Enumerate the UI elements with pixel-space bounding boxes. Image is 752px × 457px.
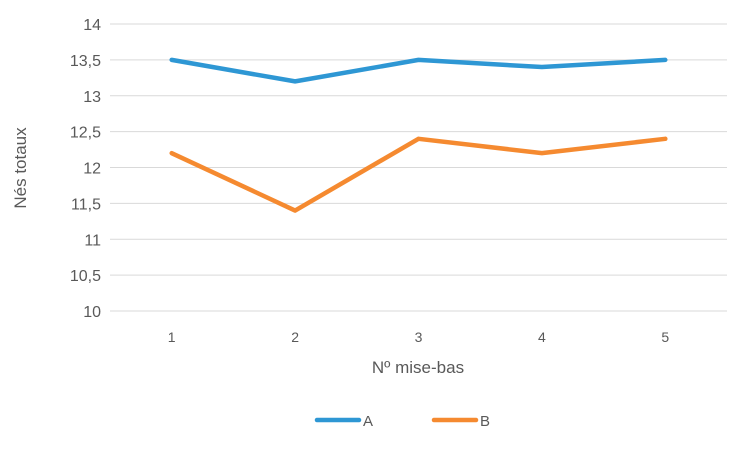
series-line-A [172, 60, 666, 82]
y-tick-label: 13 [83, 89, 101, 106]
x-tick-label: 2 [291, 329, 299, 345]
y-tick-label: 13,5 [70, 53, 101, 70]
series-line-B [172, 139, 666, 211]
legend-label-B: B [480, 413, 490, 430]
legend-label-A: A [363, 413, 373, 430]
x-tick-label: 1 [168, 329, 176, 345]
x-axis-label: Nº mise-bas [372, 358, 464, 377]
y-tick-label: 11 [84, 232, 101, 249]
y-tick-label: 11,5 [71, 196, 101, 213]
y-tick-label: 12 [83, 161, 101, 178]
y-tick-label: 12,5 [70, 125, 101, 142]
y-axis-label: Nés totaux [11, 127, 30, 209]
x-tick-label: 4 [538, 329, 546, 345]
y-tick-label: 10 [83, 304, 101, 321]
y-tick-label: 10,5 [70, 268, 101, 285]
x-tick-label: 5 [661, 329, 669, 345]
x-tick-label: 3 [415, 329, 423, 345]
y-tick-label: 14 [83, 17, 101, 34]
